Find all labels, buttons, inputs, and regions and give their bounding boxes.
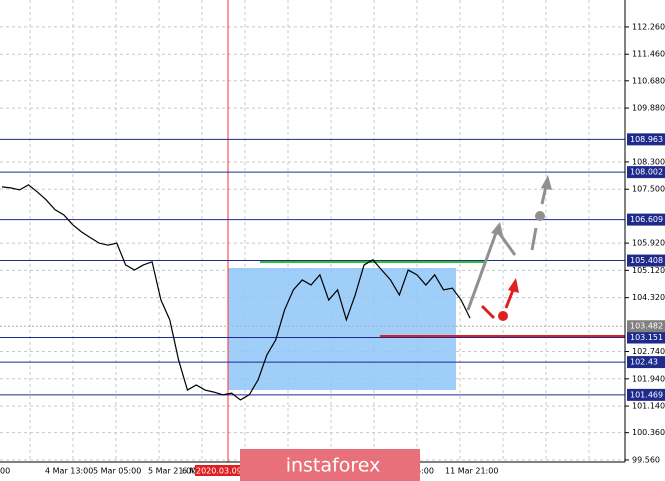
x-tick-label: 00 [0, 467, 10, 476]
x-tick-label: 6 M [182, 467, 197, 476]
y-tick-label: 110.680 [632, 76, 665, 85]
red-dash [480, 304, 496, 320]
watermark: instaforex [286, 455, 381, 477]
y-tick-label: 104.320 [632, 293, 665, 302]
y-tick-label: 107.500 [632, 185, 665, 194]
level-label: 101.469 [630, 390, 663, 399]
grey-arrow-head [491, 222, 503, 236]
level-label-bg [627, 356, 665, 369]
red-dot [498, 311, 508, 321]
y-tick-label: 101.940 [632, 374, 665, 383]
y-tick-label: 112.260 [632, 22, 665, 31]
level-label: 103.151 [630, 333, 663, 342]
x-tick-label: 11 Mar 21:00 [445, 467, 498, 476]
range-box [228, 268, 456, 390]
y-tick-label: 108.300 [632, 157, 665, 166]
x-tick-label: 4 Mar 13:00 [45, 467, 93, 476]
x-tick-label: 5:00 [416, 467, 434, 476]
y-tick-label: 101.140 [632, 402, 665, 411]
level-label: 108.963 [630, 135, 663, 144]
x-tick-label: 5 Mar 21:00 [148, 467, 196, 476]
level-label-bg [627, 213, 665, 226]
grey-arrow-head [541, 175, 552, 190]
y-tick-label: 102.740 [632, 347, 665, 356]
axis: 112.260 111.460 110.680 109.880 108.300 107.5… [0, 22, 665, 476]
price-series [1, 184, 471, 401]
x-tick-label: 2020.03.09 0 [196, 467, 249, 476]
levels [0, 138, 625, 396]
level-label-bg [627, 166, 665, 179]
y-tick-label: 109.880 [632, 104, 665, 113]
watermark-box [240, 449, 420, 481]
level-label-bg [627, 388, 665, 401]
y-tick-label: 105.920 [632, 239, 665, 248]
level-label-bg [627, 133, 665, 146]
x-label-highlight [195, 465, 243, 476]
grey-dash [540, 185, 548, 205]
y-tick-label: 100.360 [632, 428, 665, 437]
level-label: 103.482 [630, 322, 663, 331]
level-label: 108.002 [630, 168, 663, 177]
level-label-bg [627, 331, 665, 344]
level-label: 106.609 [630, 215, 663, 224]
level-label-bg [627, 254, 665, 267]
price-line [1, 184, 471, 401]
y-tick-label: 111.460 [632, 50, 665, 59]
level-label: 105.408 [630, 256, 663, 265]
y-tick-label: 99.560 [632, 455, 660, 464]
forecast-arrows [466, 175, 552, 321]
red-arrow-head [508, 278, 519, 293]
level-label: 102.43 [630, 358, 658, 367]
grey-dot [535, 211, 545, 221]
x-tick-label: 5 Mar 05:00 [93, 467, 141, 476]
level-label-bg [627, 320, 665, 333]
red-arrow [504, 289, 515, 309]
y-tick-label: 105.120 [632, 266, 665, 275]
grey-dash [530, 227, 538, 251]
